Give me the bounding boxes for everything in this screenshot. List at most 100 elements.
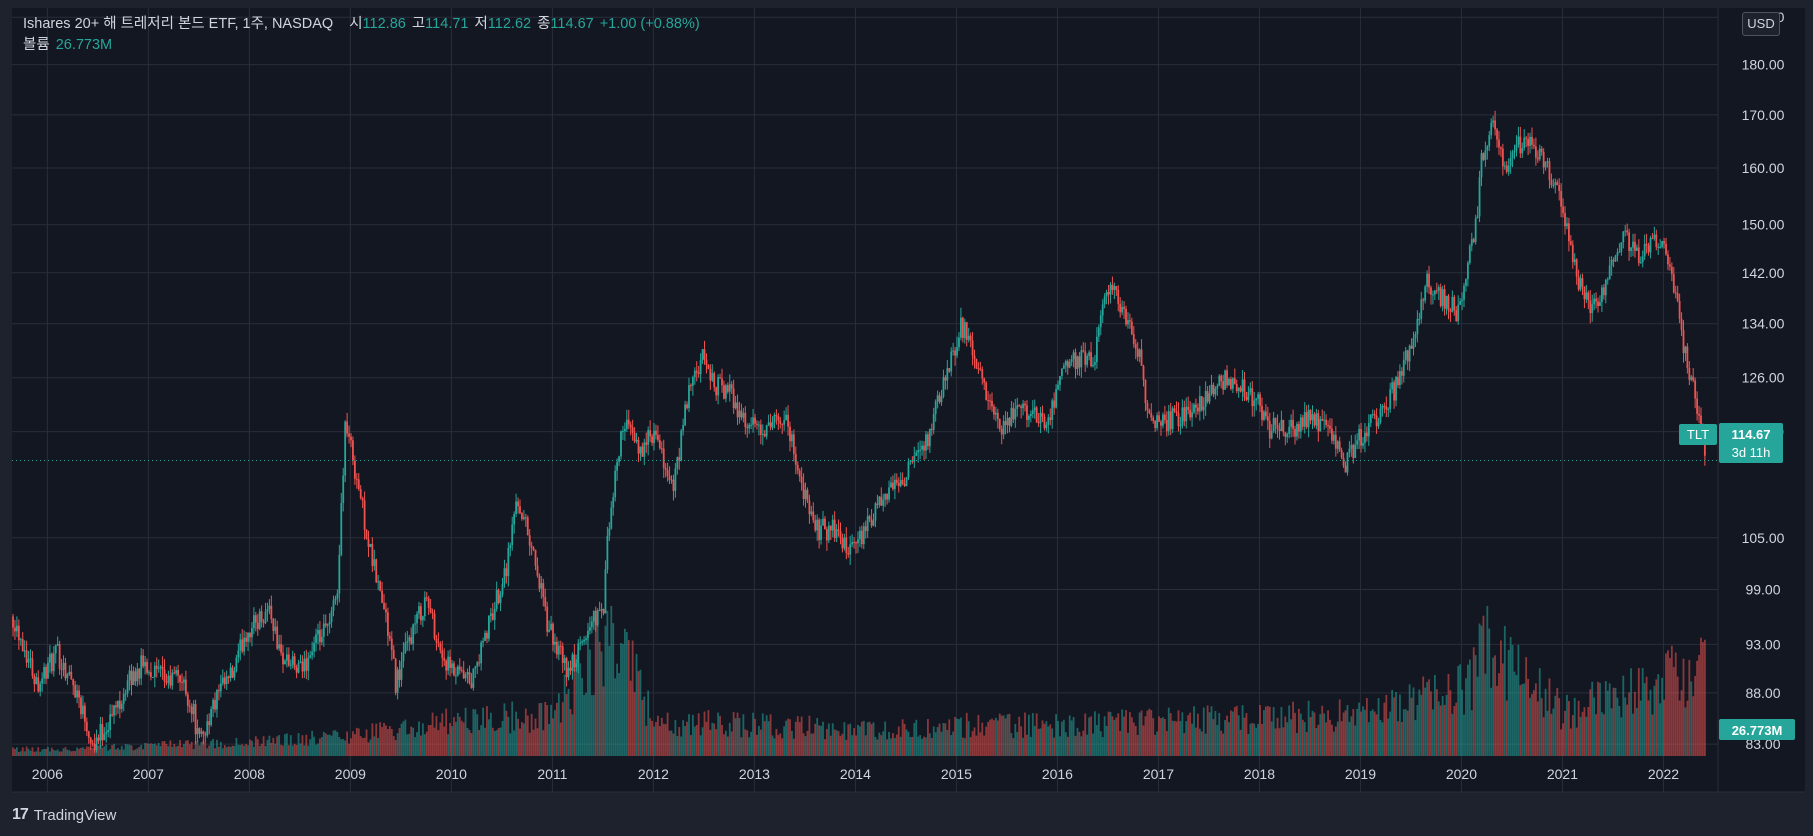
candle-body [83,705,86,722]
candle-body [1387,408,1390,410]
volume-bar [1533,690,1535,756]
candle-body [418,606,420,614]
volume-bar [251,740,253,756]
volume-bar [1105,726,1108,756]
volume-bar [227,746,230,756]
volume-bar [538,703,541,756]
volume-bar [1432,709,1434,756]
volume-bar [604,625,607,756]
candle-body [1682,330,1685,354]
volume-bar [441,713,444,756]
volume-bar [1614,687,1617,756]
candle-body [1663,241,1665,244]
time-tick-label: 2006 [32,766,63,782]
candle-body [926,434,929,447]
volume-bar [668,730,671,756]
volume-bar [319,738,321,756]
volume-tag: 26.773M [1719,719,1795,740]
volume-bar [136,748,139,756]
candle-body [587,630,589,639]
volume-bar [371,723,374,756]
volume-bar [1618,705,1621,756]
candle-body [1171,408,1174,430]
symbol-title[interactable]: Ishares 20+ 해 트레저리 본드 ETF, 1주, NASDAQ [23,16,334,32]
candle-body [1659,246,1662,248]
volume-bar [1200,731,1203,756]
volume-bar [1610,708,1613,756]
candle-body [72,679,75,686]
candle-body [946,368,949,381]
volume-bar [1626,704,1629,756]
volume-bar [252,746,255,756]
candle-body [740,410,743,418]
candle-body [324,623,327,626]
candle-body [367,538,370,547]
candle-body [443,658,446,661]
volume-bar [1659,703,1662,756]
price-axis[interactable]: 83.0088.0093.0099.00105.00118.50126.0013… [1742,9,1785,752]
volume-bar [1195,727,1197,756]
tradingview-branding[interactable]: 17 TradingView [12,806,116,824]
candle-body [1511,152,1514,159]
volume-bar [1387,718,1390,756]
candle-body [1196,407,1199,412]
candle-body [56,644,59,646]
candle-body [1169,411,1172,430]
candle-body [1113,286,1116,290]
volume-bar [1527,678,1530,756]
candle-body [567,667,570,678]
volume-bar [1154,734,1157,756]
volume-bar [1476,676,1479,756]
candle-body [1466,263,1469,280]
time-axis[interactable]: 2006 2007 2008 2009 2010 2011 2012 2013 2014 2015… [32,766,1679,782]
volume-bar [367,742,370,756]
candle-body [1055,389,1057,408]
volume-bar [1498,673,1500,756]
volume-bar [70,751,73,756]
volume-bar [707,710,710,756]
plot-area[interactable] [12,8,1718,792]
candle-body [1103,296,1106,305]
candle-body [237,650,240,658]
candle-body [1037,422,1040,424]
volume-bar [1509,637,1512,756]
volume-bar [590,695,593,756]
candle-body [703,349,706,360]
volume-bar [954,716,956,756]
candle-body [1305,412,1308,428]
price-axis-area[interactable] [1718,8,1805,792]
candle-body [1313,414,1316,426]
volume-bar [1158,716,1160,756]
candle-body [342,475,345,503]
candle-body [1515,144,1518,151]
volume-bar [1064,732,1067,756]
volume-bar [1282,727,1285,756]
candle-body [1162,414,1164,426]
candle-body [670,479,673,481]
volume-bar [979,732,982,756]
candle-body [414,623,416,625]
candle-body [410,637,413,644]
volume-bar [1356,708,1359,756]
volume-bar [730,731,733,756]
candle-body [1637,247,1640,264]
candle-body [272,619,275,631]
volume-bar [111,745,113,756]
volume-bar [878,732,881,756]
candle-body [136,668,139,682]
time-tick-label: 2013 [739,766,770,782]
candle-body [606,535,609,570]
volume-bar [1534,683,1537,756]
volume-bar [1342,712,1345,756]
volume-bar [1540,698,1543,756]
volume-bar [1235,705,1238,756]
currency-button[interactable]: USD [1742,12,1780,36]
volume-bar [983,735,986,756]
candle-body [1243,379,1246,397]
volume-bar [254,736,257,756]
volume-bar [1117,713,1120,756]
volume-bar [777,734,780,756]
volume-bar [1536,701,1539,756]
volume-bar [989,719,991,756]
